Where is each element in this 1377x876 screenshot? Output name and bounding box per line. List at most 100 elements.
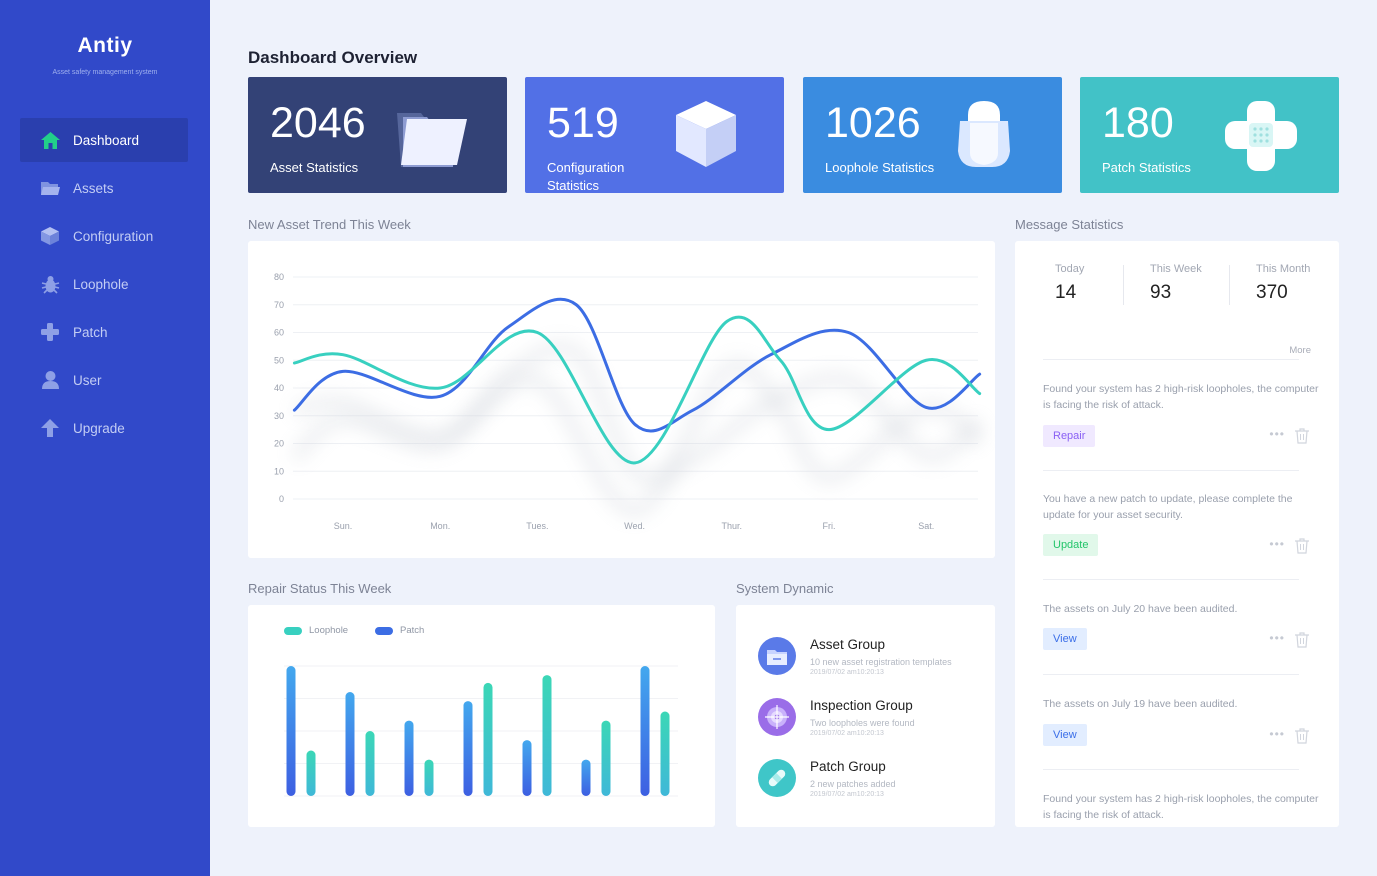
stat-card-assets[interactable]: 2046 Asset Statistics [248,77,507,193]
message-count-label: This Month [1256,263,1311,275]
sidebar-item-assets[interactable]: Assets [20,166,188,210]
stat-value: 180 [1102,99,1174,147]
message-count-week: This Week 93 [1150,263,1202,304]
bug-icon [40,274,60,294]
divider [1043,674,1299,675]
arrow-up-icon [40,418,60,438]
message-count-month: This Month 370 [1256,263,1310,304]
trash-icon[interactable] [1295,538,1309,554]
y-tick-label: 20 [274,439,284,449]
message-text: The assets on July 19 have been audited. [1043,698,1238,710]
dynamic-item-time: 2019/07/02 am10:20:13 [810,791,884,798]
update-button[interactable]: Update [1043,534,1099,556]
legend-swatch [375,626,393,635]
sidebar-item-dashboard[interactable]: Dashboard [20,118,188,162]
dynamic-item-title: Asset Group [810,637,886,652]
stat-card-configuration[interactable]: 519 Configuration Statistics [525,77,784,193]
bar-loophole [424,759,434,796]
bar-patch [463,701,473,796]
legend-loophole[interactable]: Loophole [284,625,348,636]
x-tick-label: Sat. [918,521,934,531]
sidebar-nav: Dashboard Assets Configuration Loophole … [20,118,188,454]
divider [1043,359,1299,360]
message-count-label: Today [1055,263,1085,275]
y-tick-label: 10 [274,466,284,476]
bar-loophole [483,682,493,796]
repair-button[interactable]: Repair [1043,425,1096,447]
bar-patch [286,666,296,796]
sidebar-item-label: Loophole [73,276,129,292]
bandage-icon [1219,95,1303,179]
y-tick-label: 40 [274,383,284,393]
message-text: Found your system has 2 high-risk loopho… [1043,383,1319,411]
bar-loophole [365,731,375,796]
message-text: Found your system has 2 high-risk loopho… [1043,793,1319,821]
more-options-icon[interactable]: ••• [1269,631,1285,645]
message-text: The assets on July 20 have been audited. [1043,603,1238,615]
repair-panel: Loophole Patch [248,605,715,827]
y-tick-label: 80 [274,272,284,282]
dynamic-item-patch-group[interactable]: Patch Group 2 new patches added 2019/07/… [758,759,988,819]
legend-patch[interactable]: Patch [375,625,424,636]
sidebar-item-user[interactable]: User [20,358,188,402]
user-icon [40,370,60,390]
sidebar-item-label: Upgrade [73,420,125,436]
y-tick-label: 70 [274,300,284,310]
repair-title: Repair Status This Week [248,581,392,596]
more-link[interactable]: More [1289,345,1311,356]
cube-icon [664,95,748,179]
sidebar-item-loophole[interactable]: Loophole [20,262,188,306]
divider [1043,579,1299,580]
more-options-icon[interactable]: ••• [1269,537,1285,551]
message-count-today: Today 14 [1055,263,1084,304]
sidebar-item-upgrade[interactable]: Upgrade [20,406,188,450]
sidebar-item-patch[interactable]: Patch [20,310,188,354]
bar-patch [640,666,650,796]
folder-icon [387,95,471,179]
dynamic-item-inspection-group[interactable]: Inspection Group Two loopholes were foun… [758,698,988,758]
view-button[interactable]: View [1043,628,1087,650]
cube-icon [40,226,60,246]
shield-icon [942,95,1026,179]
dynamic-item-title: Patch Group [810,759,886,774]
sidebar-item-label: Dashboard [73,132,140,148]
trash-icon[interactable] [1295,728,1309,744]
y-tick-label: 50 [274,355,284,365]
y-tick-label: 30 [274,411,284,421]
more-options-icon[interactable]: ••• [1269,727,1285,741]
series-line-0 [292,297,982,433]
stat-card-patch[interactable]: 180 Patch Statistics [1080,77,1339,193]
home-icon [40,130,60,150]
messages-title: Message Statistics [1015,217,1124,232]
trash-icon[interactable] [1295,428,1309,444]
sidebar-item-configuration[interactable]: Configuration [20,214,188,258]
message-text: You have a new patch to update, please c… [1043,493,1293,521]
dynamic-item-time: 2019/07/02 am10:20:13 [810,730,884,737]
series-shadow [292,358,985,518]
dynamic-panel: Asset Group 10 new asset registration te… [736,605,995,827]
dynamic-item-desc: 10 new asset registration templates [810,657,952,667]
bar-loophole [542,675,552,796]
stat-value: 1026 [825,99,921,147]
messages-panel: Today 14 This Week 93 This Month 370 Mor… [1015,241,1339,827]
stat-label: Asset Statistics [270,160,359,175]
more-options-icon[interactable]: ••• [1269,427,1285,441]
divider [1043,769,1299,770]
x-tick-label: Mon. [430,521,450,531]
legend-label: Patch [400,625,425,636]
trend-panel: 0 10 20 30 40 50 60 70 80 Sun. Mon. Tues. Wed. Thur.… [248,241,995,558]
view-button[interactable]: View [1043,724,1087,746]
stat-card-loophole[interactable]: 1026 Loophole Statistics [803,77,1062,193]
message-count-value: 93 [1150,282,1172,303]
dynamic-item-asset-group[interactable]: Asset Group 10 new asset registration te… [758,637,988,697]
dynamic-item-title: Inspection Group [810,698,913,713]
trash-icon[interactable] [1295,632,1309,648]
sidebar-item-label: Assets [73,180,114,196]
bar-loophole [660,711,670,796]
plus-icon [40,322,60,342]
bar-loophole [601,720,611,796]
app-logo[interactable]: Antiy [77,34,133,57]
sidebar-item-label: Configuration [73,228,154,244]
bandage-icon [758,759,796,797]
bar-patch [581,759,591,796]
